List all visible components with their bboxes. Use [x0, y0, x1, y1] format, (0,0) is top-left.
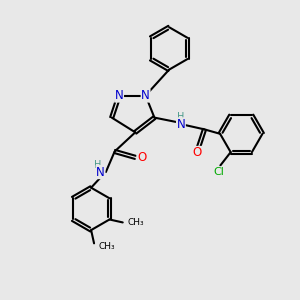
Text: CH₃: CH₃: [127, 218, 144, 227]
Text: H: H: [94, 160, 101, 170]
Text: N: N: [176, 118, 185, 131]
Text: N: N: [96, 166, 105, 178]
Text: Cl: Cl: [214, 167, 224, 177]
Text: N: N: [115, 89, 124, 102]
Text: O: O: [193, 146, 202, 159]
Text: O: O: [137, 151, 146, 164]
Text: CH₃: CH₃: [98, 242, 115, 251]
Text: N: N: [141, 89, 150, 102]
Text: H: H: [177, 112, 184, 122]
